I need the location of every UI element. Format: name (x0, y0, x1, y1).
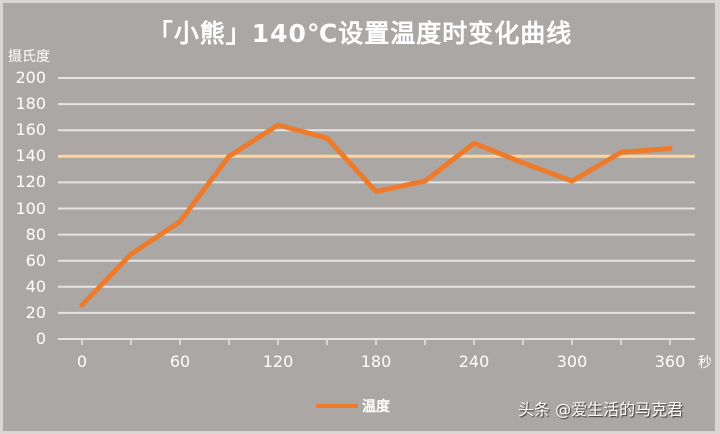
watermark: 头条 @爱生活的马克君 (518, 400, 684, 419)
y-axis-label: 摄氏度 (8, 49, 50, 65)
x-tick-label: 120 (262, 352, 294, 371)
chart-title: 「小熊」140℃设置温度时变化曲线 (147, 19, 573, 48)
x-tick-label: 300 (556, 352, 588, 371)
y-tick-label: 20 (25, 302, 46, 322)
y-tick-label: 0 (35, 329, 46, 348)
legend: 温度 (316, 396, 390, 416)
y-tick-label: 180 (15, 94, 46, 114)
x-tick-label: 60 (169, 352, 191, 371)
y-tick-label: 120 (15, 172, 46, 192)
y-tick-label: 200 (15, 68, 46, 87)
x-tick-label: 180 (360, 352, 392, 371)
x-tick-label: 0 (76, 352, 88, 371)
x-tick-label: 240 (458, 352, 490, 371)
legend-label: 温度 (362, 399, 390, 415)
temperature-line (79, 122, 673, 308)
x-tick-label: 360 (654, 352, 686, 371)
y-tick-label: 80 (25, 224, 46, 244)
y-tick-label: 140 (15, 146, 46, 166)
x-axis-unit: 秒 (698, 355, 712, 371)
chart-background (3, 3, 715, 431)
x-axis-ticks (81, 339, 671, 345)
legend-swatch (316, 404, 358, 408)
y-tick-label: 100 (15, 198, 46, 218)
y-tick-label: 60 (25, 250, 46, 270)
y-tick-label: 160 (15, 120, 46, 140)
y-tick-label: 40 (25, 276, 46, 296)
gridlines (58, 77, 695, 340)
